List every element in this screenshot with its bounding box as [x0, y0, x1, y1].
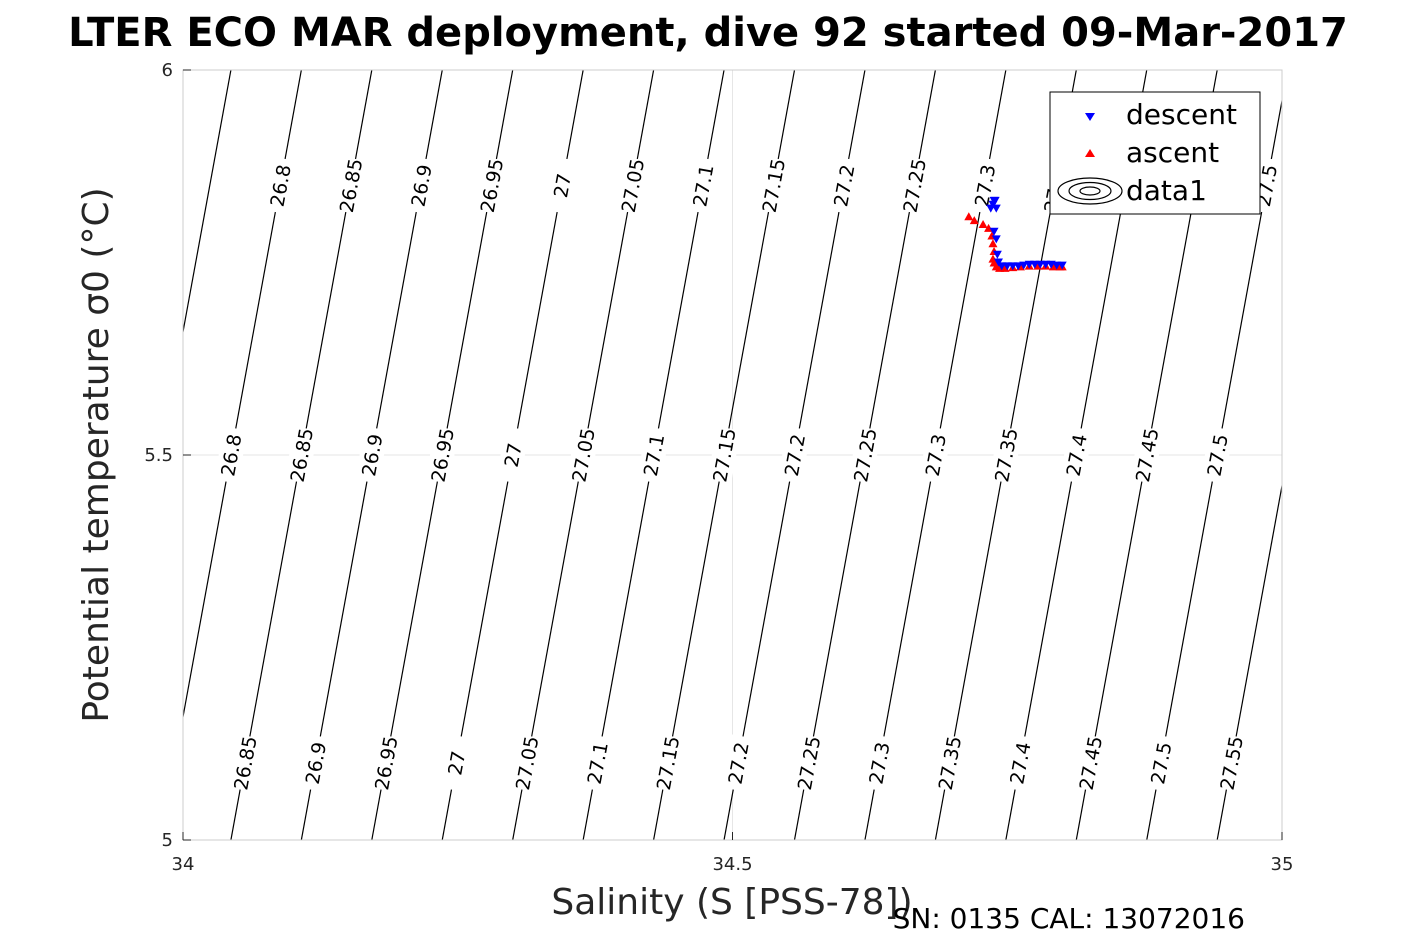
- x-tick-label: 34: [172, 854, 195, 875]
- legend-data1-label: data1: [1126, 174, 1207, 207]
- data-points: [964, 196, 1067, 272]
- isopycnal-label-bg: [827, 156, 861, 215]
- descent-point: [991, 235, 1001, 244]
- isopycnal-label-bg: [474, 156, 509, 215]
- isopycnal-label-bg: [439, 734, 474, 792]
- isopycnal-label-group: 26.9: [404, 156, 438, 215]
- x-tick-label: 34.5: [712, 854, 752, 875]
- isopycnal-label-bg: [777, 426, 812, 484]
- y-axis-label: Potential temperature σ0 (°C): [76, 187, 117, 722]
- isopycnal-label-group: 26.8: [214, 426, 248, 484]
- isopycnal-label-bg: [1073, 734, 1108, 792]
- descent-point: [992, 250, 1002, 259]
- isopycnal-line: [183, 70, 232, 336]
- isopycnal-label-bg: [862, 734, 896, 792]
- isopycnal-label-bg: [214, 426, 248, 484]
- y-tick-label: 5: [162, 830, 173, 851]
- isopycnal-label-bg: [651, 734, 685, 792]
- isopycnal-label-bg: [228, 734, 262, 792]
- isopycnal-label-group: 27.45: [1073, 734, 1108, 792]
- descent-point: [991, 204, 1001, 213]
- isopycnal-label-bg: [334, 156, 368, 215]
- legend-ascent-marker: [1085, 149, 1095, 157]
- isopycnal-label-group: 27.1: [636, 426, 671, 484]
- isopycnal-label-bg: [298, 734, 333, 792]
- y-tick-label: 5.5: [144, 445, 173, 466]
- isopycnal-label-bg: [615, 156, 650, 215]
- serial-calibration-label: SN: 0135 CAL: 13072016: [893, 902, 1245, 935]
- isopycnal-label-bg: [897, 156, 931, 215]
- isopycnal-label-bg: [545, 156, 579, 215]
- isopycnal-label-group: 27.15: [707, 426, 741, 484]
- isopycnal-label-bg: [756, 156, 791, 215]
- isopycnal-label-bg: [284, 426, 319, 484]
- descent-point: [1019, 261, 1029, 270]
- ascent-point: [964, 212, 974, 221]
- x-tick-label: 35: [1271, 854, 1294, 875]
- isopycnal-label-group: 27: [439, 734, 474, 792]
- legend-descent-label: descent: [1126, 98, 1237, 131]
- isopycnal-label-bg: [1130, 426, 1164, 484]
- isopycnal-label-bg: [1059, 426, 1093, 484]
- x-axis-label: Salinity (S [PSS-78]): [551, 882, 912, 923]
- isopycnal-label-group: 26.9: [355, 426, 389, 484]
- descent-point: [990, 196, 1000, 205]
- legend-descent-marker: [1085, 113, 1095, 121]
- y-tick-label: 6: [162, 60, 173, 81]
- ascent-point: [988, 239, 998, 248]
- legend-contour-icon: [1057, 177, 1123, 205]
- isopycnal-label-group: 27.35: [932, 734, 967, 792]
- isopycnal-label-bg: [566, 426, 600, 484]
- isopycnal-label: 27: [550, 172, 576, 200]
- isopycnal-label-bg: [1200, 426, 1234, 484]
- ascent-point: [978, 220, 988, 228]
- isopycnal-line: [1358, 70, 1417, 840]
- axis-ticks: 34 34.5 35 5 5.5 6: [144, 60, 1293, 875]
- isopycnal-label-group: 26.8: [263, 156, 297, 215]
- descent-point: [989, 227, 999, 236]
- isopycnal-label-bg: [791, 734, 826, 792]
- isopycnal-label-group: 26.85: [228, 734, 262, 792]
- isopycnal-label-bg: [355, 426, 389, 484]
- isopycnal-label-bg: [369, 734, 403, 792]
- descent-point: [1013, 262, 1023, 271]
- isopycnal-label-bg: [707, 426, 741, 484]
- isopycnal-label-bg: [580, 734, 614, 792]
- isopycnal-line: [1216, 482, 1282, 840]
- isopycnal-label-bg: [848, 426, 882, 484]
- isopycnal-label-bg: [686, 156, 720, 215]
- isopycnal-label-bg: [721, 734, 755, 792]
- isopycnal-line: [1288, 70, 1417, 840]
- isopycnal-label-bg: [263, 156, 297, 215]
- isopycnal-label: 27: [444, 749, 470, 777]
- isopycnal-label-bg: [989, 426, 1023, 484]
- isopycnal-label-bg: [1003, 734, 1037, 792]
- descent-point: [1057, 261, 1067, 270]
- isopycnal-label-bg: [918, 426, 953, 484]
- legend: descent ascent data1: [1049, 91, 1261, 215]
- isopycnal-label-group: 27: [496, 426, 530, 484]
- isopycnal-label-bg: [1214, 734, 1248, 792]
- isopycnal-label-bg: [496, 426, 530, 484]
- isopycnal-label-bg: [932, 734, 967, 792]
- legend-ascent-label: ascent: [1126, 136, 1219, 169]
- isopycnal-label-bg: [636, 426, 671, 484]
- isopycnal-label-group: 27.1: [686, 156, 720, 215]
- isopycnal-label-bg: [510, 734, 544, 792]
- ascent-point: [969, 216, 979, 225]
- isopycnal-label: 27: [501, 441, 527, 469]
- isopycnal-label-bg: [425, 426, 459, 484]
- isopycnal-label-group: 27: [545, 156, 579, 215]
- isopycnal-label-bg: [1144, 734, 1178, 792]
- isopycnal-label-group: 26.85: [284, 426, 319, 484]
- chart-title: LTER ECO MAR deployment, dive 92 started…: [68, 10, 1348, 56]
- legend-box: [1049, 91, 1261, 215]
- isopycnal-label-bg: [404, 156, 438, 215]
